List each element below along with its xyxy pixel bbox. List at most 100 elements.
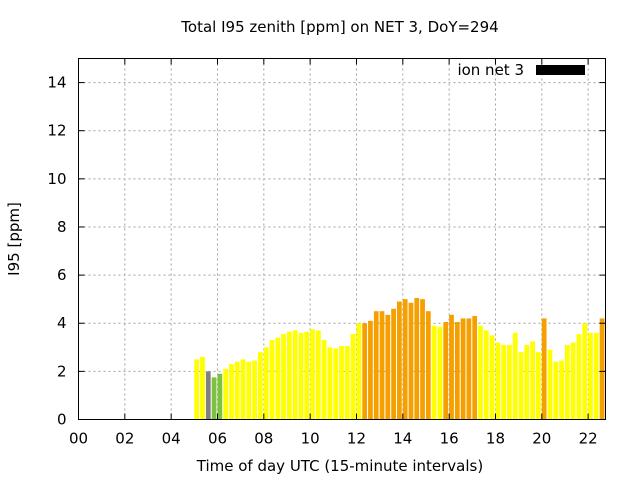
x-tick-label: 06 (208, 430, 227, 448)
bar (443, 322, 449, 420)
chart-title: Total I95 zenith [ppm] on NET 3, DoY=294 (180, 18, 498, 36)
x-axis-label: Time of day UTC (15-minute intervals) (196, 457, 483, 475)
bar (391, 308, 396, 420)
bars (194, 297, 605, 420)
bar (449, 314, 454, 420)
bar (570, 342, 576, 420)
legend-label: ion net 3 (457, 61, 524, 79)
bar (408, 302, 414, 420)
bar (350, 334, 356, 420)
bar (489, 335, 495, 420)
y-tick-label: 10 (47, 170, 66, 188)
bar (536, 352, 541, 420)
bar (281, 334, 286, 420)
bar (211, 377, 217, 420)
y-tick-label: 8 (57, 218, 67, 236)
x-tick-label: 22 (579, 430, 598, 448)
x-tick-label: 20 (532, 430, 551, 448)
bar (205, 371, 211, 420)
bar (397, 301, 402, 420)
bar (564, 344, 570, 420)
bar (414, 297, 420, 420)
bar (298, 332, 304, 420)
x-tick-label: 12 (347, 430, 366, 448)
y-tick-label: 4 (57, 314, 67, 332)
legend: ion net 3 (457, 61, 585, 79)
bar (530, 341, 535, 420)
x-tick-label: 14 (393, 430, 412, 448)
bar (362, 323, 368, 420)
bar (582, 323, 588, 420)
bar (269, 340, 275, 420)
bar (368, 320, 373, 420)
bar (339, 346, 344, 420)
y-tick-label: 0 (57, 411, 67, 429)
bar (431, 325, 437, 420)
bar (194, 359, 200, 420)
bar (483, 330, 489, 420)
y-tick-label: 12 (47, 122, 66, 140)
bar (518, 352, 524, 420)
bar (402, 299, 408, 420)
bar (234, 361, 240, 420)
bar (373, 311, 379, 420)
bar (547, 349, 553, 420)
bar (292, 330, 298, 420)
bar (252, 360, 257, 420)
x-tick-label: 02 (115, 430, 134, 448)
bar (240, 359, 246, 420)
bar (599, 318, 605, 420)
x-tick-label: 16 (440, 430, 459, 448)
bar (223, 368, 229, 420)
bar (495, 342, 501, 420)
bar (258, 352, 263, 420)
bar (437, 326, 443, 420)
y-tick-label: 6 (57, 266, 67, 284)
bar (246, 361, 252, 420)
bar (229, 364, 234, 420)
bar (263, 347, 269, 420)
x-tick-label: 08 (254, 430, 273, 448)
bar (478, 325, 483, 420)
bar (454, 322, 460, 420)
bar (466, 318, 472, 420)
bar (379, 311, 385, 420)
bar (588, 332, 593, 420)
bar (593, 332, 599, 420)
bar (286, 331, 292, 420)
bar (304, 331, 310, 420)
y-tick-label: 14 (47, 74, 66, 92)
bar (460, 318, 466, 420)
bar (356, 323, 362, 420)
bar (472, 316, 478, 420)
bar (507, 344, 512, 420)
bar (344, 346, 350, 420)
bar (200, 356, 205, 420)
legend-swatch (536, 65, 585, 75)
bar (310, 329, 315, 420)
bar (553, 361, 559, 420)
bar (327, 347, 333, 420)
bar (321, 340, 327, 420)
bar (420, 299, 425, 420)
bar (425, 311, 431, 420)
bar (512, 332, 518, 420)
bar (541, 318, 547, 420)
x-tick-label: 18 (486, 430, 505, 448)
bar (385, 314, 391, 420)
bar (315, 330, 321, 420)
bar (217, 373, 223, 420)
x-tick-label: 10 (301, 430, 320, 448)
x-tick-label: 04 (162, 430, 181, 448)
bar (559, 360, 564, 420)
y-axis-label: I95 [ppm] (5, 202, 23, 276)
bar (275, 337, 281, 420)
plot-frame (78, 58, 606, 420)
y-tick-label: 2 (57, 362, 67, 380)
bar (524, 344, 530, 420)
bar (501, 344, 507, 420)
bar (576, 334, 582, 420)
bar (333, 348, 339, 420)
x-tick-label: 00 (69, 430, 88, 448)
